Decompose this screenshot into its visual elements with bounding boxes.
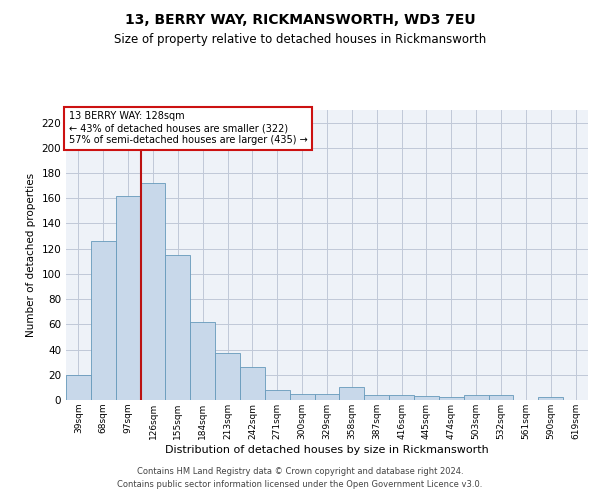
Bar: [314, 394, 340, 400]
Bar: [265, 390, 290, 400]
Bar: [290, 394, 314, 400]
Text: Contains public sector information licensed under the Open Government Licence v3: Contains public sector information licen…: [118, 480, 482, 489]
Bar: [389, 395, 414, 400]
Bar: [116, 196, 140, 400]
Bar: [215, 354, 240, 400]
Text: 13, BERRY WAY, RICKMANSWORTH, WD3 7EU: 13, BERRY WAY, RICKMANSWORTH, WD3 7EU: [125, 12, 475, 26]
Text: Size of property relative to detached houses in Rickmansworth: Size of property relative to detached ho…: [114, 32, 486, 46]
Bar: [190, 322, 215, 400]
Text: 13 BERRY WAY: 128sqm
← 43% of detached houses are smaller (322)
57% of semi-deta: 13 BERRY WAY: 128sqm ← 43% of detached h…: [68, 112, 307, 144]
Bar: [538, 398, 563, 400]
Bar: [464, 395, 488, 400]
Bar: [166, 255, 190, 400]
Bar: [488, 395, 514, 400]
Bar: [91, 241, 116, 400]
Bar: [240, 367, 265, 400]
Text: Contains HM Land Registry data © Crown copyright and database right 2024.: Contains HM Land Registry data © Crown c…: [137, 467, 463, 476]
X-axis label: Distribution of detached houses by size in Rickmansworth: Distribution of detached houses by size …: [165, 444, 489, 454]
Bar: [364, 395, 389, 400]
Bar: [414, 396, 439, 400]
Bar: [66, 375, 91, 400]
Bar: [340, 388, 364, 400]
Bar: [439, 398, 464, 400]
Bar: [140, 183, 166, 400]
Y-axis label: Number of detached properties: Number of detached properties: [26, 173, 36, 337]
